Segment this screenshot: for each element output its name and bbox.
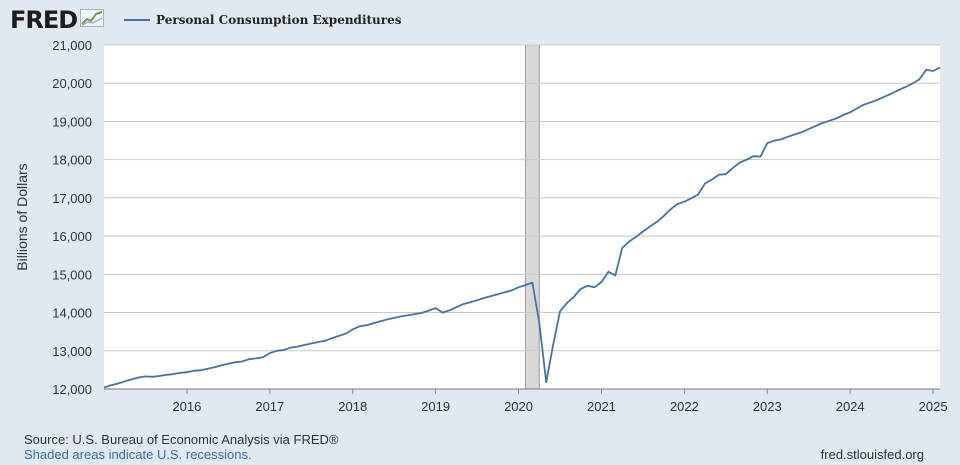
series-line-0: [103, 66, 941, 389]
x-tick-label: 2021: [587, 399, 616, 414]
x-tick-label: 2023: [753, 399, 782, 414]
y-tick-label: 13,000: [52, 344, 92, 359]
plot-area: [104, 45, 940, 389]
y-tick-label: 19,000: [52, 114, 92, 129]
site-url[interactable]: fred.stlouisfed.org: [820, 447, 924, 462]
source-note: Source: U.S. Bureau of Economic Analysis…: [24, 432, 339, 447]
x-tick-label: 2017: [255, 399, 284, 414]
x-tick-label: 2022: [670, 399, 699, 414]
y-axis-label: Billions of Dollars: [14, 163, 30, 270]
x-tick-label: 2024: [836, 399, 865, 414]
logo-text: FRED: [10, 6, 78, 34]
y-tick-label: 20,000: [52, 76, 92, 91]
line-graph-icon: [80, 8, 105, 32]
x-tick-label: 2020: [504, 399, 533, 414]
y-tick-label: 16,000: [52, 229, 92, 244]
y-tick-label: 21,000: [52, 38, 92, 53]
chart-legend[interactable]: Personal Consumption Expenditures: [124, 13, 402, 27]
line-chart[interactable]: 12,000 13,000 14,000 15,000 16,000 17,000 18,0…: [0, 0, 960, 430]
recession-note-link[interactable]: Shaded areas indicate U.S. recessions.: [24, 447, 252, 462]
x-tick-label: 2018: [338, 399, 367, 414]
x-tick-label: 2025: [919, 399, 948, 414]
legend-swatch: [124, 19, 150, 21]
legend-label: Personal Consumption Expenditures: [156, 13, 402, 27]
fred-logo[interactable]: FRED: [10, 6, 105, 34]
y-tick-label: 17,000: [52, 191, 92, 206]
x-tick-label: 2019: [421, 399, 450, 414]
y-tick-label: 12,000: [52, 382, 92, 397]
x-tick-label: 2016: [172, 399, 201, 414]
y-tick-label: 15,000: [52, 267, 92, 282]
recession-shading: [524, 44, 540, 390]
y-tick-label: 18,000: [52, 153, 92, 168]
y-tick-label: 14,000: [52, 306, 92, 321]
